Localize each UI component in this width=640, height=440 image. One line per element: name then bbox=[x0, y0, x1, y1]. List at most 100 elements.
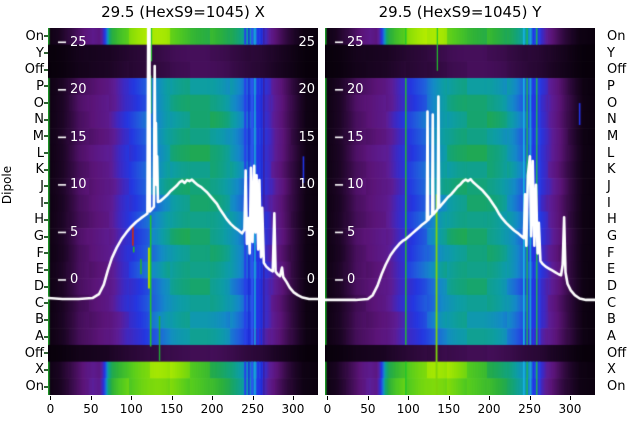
row-label-right: L bbox=[607, 145, 615, 161]
row-label-right: Y bbox=[607, 45, 615, 61]
x-tick-label: 150 bbox=[437, 402, 461, 416]
row-label-right: G bbox=[607, 229, 618, 245]
row-label-right: O bbox=[607, 95, 618, 111]
row-label-left: I bbox=[40, 195, 44, 211]
row-label-left: E bbox=[35, 262, 44, 278]
row-tick-mark bbox=[44, 68, 48, 71]
x-tick-mark bbox=[327, 396, 329, 400]
row-label-left: On bbox=[25, 379, 44, 395]
row-tick-mark bbox=[44, 152, 48, 155]
x-tick-label: 300 bbox=[281, 402, 305, 416]
y-tick-label: 5 bbox=[306, 224, 315, 240]
y-tick-label: 0 bbox=[70, 272, 79, 288]
x-tick-label: 0 bbox=[323, 402, 332, 416]
x-tick-mark bbox=[292, 396, 294, 400]
y-tick-label: 25 bbox=[347, 34, 364, 50]
row-label-left: M bbox=[32, 128, 44, 144]
x-tick-label: 250 bbox=[241, 402, 264, 416]
row-tick-mark bbox=[44, 218, 48, 221]
row-tick-mark bbox=[44, 352, 48, 355]
y-tick-label: 10 bbox=[347, 177, 364, 193]
y-tick-label: 5 bbox=[347, 224, 356, 240]
row-tick-mark bbox=[44, 335, 48, 338]
row-label-left: G bbox=[33, 229, 44, 245]
x-tick-label: 50 bbox=[83, 402, 99, 416]
y-tick-label: 25 bbox=[70, 34, 87, 50]
y-tick-label: 25 bbox=[298, 34, 315, 50]
y-tick-label: 20 bbox=[347, 82, 364, 98]
x-tick-label: 200 bbox=[477, 402, 501, 416]
y-tick-label: 10 bbox=[70, 177, 87, 193]
row-label-left: F bbox=[36, 245, 44, 261]
row-tick-mark bbox=[44, 102, 48, 105]
row-label-right: A bbox=[607, 329, 616, 345]
x-tick-mark bbox=[252, 396, 254, 400]
x-tick-mark bbox=[448, 396, 450, 400]
panel-x-title: 29.5 (HexS9=1045) X bbox=[101, 3, 265, 21]
row-label-left: D bbox=[33, 279, 44, 295]
row-label-left: J bbox=[40, 178, 44, 194]
row-label-left: O bbox=[33, 95, 44, 111]
row-label-left: C bbox=[34, 295, 44, 311]
row-label-left: X bbox=[35, 362, 44, 378]
x-tick-mark bbox=[489, 396, 491, 400]
x-tick-label: 200 bbox=[200, 402, 224, 416]
row-tick-mark bbox=[44, 118, 48, 121]
panel-y-heatmap bbox=[325, 28, 595, 395]
row-label-right: I bbox=[607, 195, 611, 211]
row-tick-mark bbox=[44, 235, 48, 238]
x-tick-mark bbox=[90, 396, 92, 400]
y-tick-label: 15 bbox=[298, 129, 315, 145]
row-tick-mark bbox=[44, 302, 48, 305]
row-labels-left: On Y Off P O N M L K J I H G F E D C B A Off X On bbox=[0, 28, 45, 395]
row-label-right: Off bbox=[607, 62, 627, 78]
row-label-right: On bbox=[607, 28, 626, 44]
row-label-right: C bbox=[607, 295, 617, 311]
x-tick-mark bbox=[50, 396, 52, 400]
row-tick-mark bbox=[44, 185, 48, 188]
row-label-right: On bbox=[607, 379, 626, 395]
row-label-left: P bbox=[36, 78, 44, 94]
x-tick-mark bbox=[408, 396, 410, 400]
row-label-right: P bbox=[607, 78, 615, 94]
row-label-left: N bbox=[34, 112, 44, 128]
row-tick-mark bbox=[44, 168, 48, 171]
row-tick-mark bbox=[44, 385, 48, 388]
row-tick-mark bbox=[44, 268, 48, 271]
x-tick-mark bbox=[212, 396, 214, 400]
row-label-right: Off bbox=[607, 345, 627, 361]
row-label-right: F bbox=[607, 245, 615, 261]
x-tick-label: 0 bbox=[46, 402, 55, 416]
row-label-right: D bbox=[607, 279, 618, 295]
row-label-left: A bbox=[35, 329, 44, 345]
row-label-right: J bbox=[607, 178, 611, 194]
row-tick-mark bbox=[44, 285, 48, 288]
x-tick-label: 100 bbox=[396, 402, 420, 416]
row-labels-right: On Y Off P O N M L K J I H G F E D C B A Off X On bbox=[607, 28, 640, 395]
row-tick-mark bbox=[44, 252, 48, 255]
x-tick-mark bbox=[569, 396, 571, 400]
row-tick-mark bbox=[44, 368, 48, 371]
x-tick-label: 300 bbox=[558, 402, 582, 416]
y-tick-label: 0 bbox=[306, 272, 315, 288]
row-tick-mark bbox=[44, 318, 48, 321]
y-tick-label: 20 bbox=[298, 82, 315, 98]
row-label-left: On bbox=[25, 28, 44, 44]
x-tick-label: 150 bbox=[160, 402, 184, 416]
row-tick-mark bbox=[44, 135, 48, 138]
row-tick-mark bbox=[44, 35, 48, 38]
row-label-right: E bbox=[607, 262, 616, 278]
row-label-right: M bbox=[607, 128, 619, 144]
row-label-left: H bbox=[34, 212, 44, 228]
row-tick-mark bbox=[44, 52, 48, 55]
x-tick-label: 50 bbox=[360, 402, 376, 416]
y-tick-label: 15 bbox=[70, 129, 87, 145]
row-label-left: Off bbox=[24, 345, 44, 361]
x-tick-label: 100 bbox=[119, 402, 143, 416]
y-tick-label: 0 bbox=[347, 272, 356, 288]
x-tick-mark bbox=[131, 396, 133, 400]
row-label-right: H bbox=[607, 212, 617, 228]
row-label-left: B bbox=[35, 312, 44, 328]
row-label-left: Off bbox=[24, 62, 44, 78]
